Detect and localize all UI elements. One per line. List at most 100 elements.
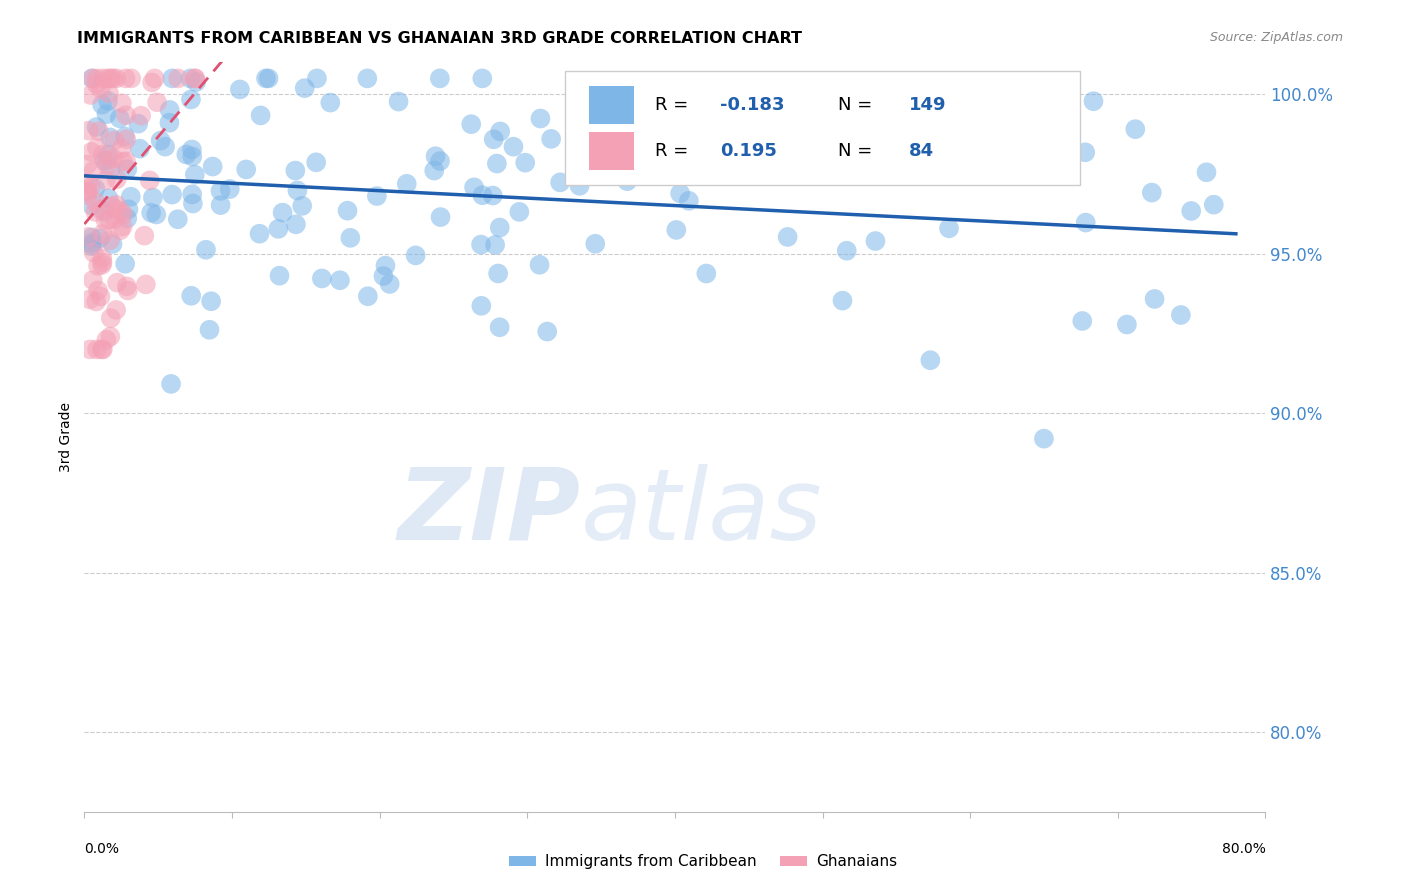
- Point: [488, 320, 510, 334]
- Point: [97, 148, 120, 162]
- Point: [194, 243, 217, 257]
- Point: [117, 284, 139, 298]
- Bar: [589, 132, 634, 170]
- Point: [87, 284, 110, 298]
- Point: [76, 187, 98, 202]
- Point: [108, 112, 131, 126]
- Point: [423, 163, 446, 178]
- Point: [86, 77, 108, 91]
- FancyBboxPatch shape: [565, 71, 1080, 185]
- Point: [706, 158, 728, 172]
- Point: [305, 155, 328, 169]
- Point: [184, 71, 207, 86]
- Point: [471, 188, 494, 202]
- Point: [110, 223, 132, 237]
- Point: [114, 129, 136, 144]
- Point: [91, 343, 114, 357]
- Point: [429, 71, 451, 86]
- Point: [89, 289, 111, 303]
- Point: [115, 108, 138, 122]
- Point: [110, 204, 132, 219]
- Point: [463, 180, 485, 194]
- Point: [105, 276, 128, 290]
- Point: [76, 157, 98, 171]
- Point: [159, 103, 181, 117]
- Point: [115, 132, 138, 146]
- Point: [98, 233, 121, 247]
- Point: [848, 130, 870, 145]
- Point: [640, 160, 662, 174]
- Point: [87, 124, 110, 138]
- Point: [727, 165, 749, 179]
- Point: [690, 159, 713, 173]
- Point: [89, 202, 111, 217]
- Point: [90, 258, 112, 272]
- Point: [97, 71, 120, 86]
- Point: [460, 117, 482, 131]
- Point: [96, 107, 118, 121]
- Text: 149: 149: [908, 95, 946, 114]
- Point: [831, 293, 853, 308]
- Point: [502, 139, 524, 153]
- Point: [181, 149, 204, 163]
- Point: [114, 71, 136, 86]
- Point: [387, 95, 409, 109]
- Point: [249, 108, 271, 122]
- Point: [100, 71, 122, 86]
- Point: [145, 207, 167, 221]
- Point: [87, 259, 110, 273]
- Point: [80, 230, 103, 244]
- Point: [167, 71, 190, 86]
- Point: [101, 71, 124, 86]
- Point: [160, 376, 183, 391]
- Point: [484, 238, 506, 252]
- Point: [120, 71, 142, 86]
- Point: [91, 255, 114, 269]
- Point: [128, 142, 150, 156]
- Point: [86, 343, 108, 357]
- Point: [181, 143, 204, 157]
- Point: [548, 175, 571, 189]
- Point: [179, 71, 201, 86]
- Point: [1074, 216, 1097, 230]
- Point: [101, 236, 124, 251]
- Point: [366, 189, 388, 203]
- Point: [481, 188, 503, 202]
- Point: [94, 173, 117, 187]
- Point: [200, 294, 222, 309]
- Point: [835, 244, 858, 258]
- Point: [287, 184, 309, 198]
- Point: [91, 227, 114, 241]
- Point: [1195, 165, 1218, 179]
- Point: [257, 71, 280, 86]
- Point: [142, 191, 165, 205]
- Point: [540, 132, 562, 146]
- Point: [1143, 292, 1166, 306]
- Point: [100, 162, 122, 177]
- Point: [339, 231, 361, 245]
- Point: [209, 184, 232, 198]
- Point: [181, 187, 204, 202]
- Point: [98, 212, 121, 227]
- Point: [425, 149, 447, 163]
- Point: [76, 183, 98, 197]
- Point: [405, 248, 427, 262]
- Point: [84, 205, 107, 219]
- Point: [97, 191, 120, 205]
- Point: [482, 132, 505, 146]
- Point: [373, 268, 395, 283]
- Point: [678, 194, 700, 208]
- Point: [665, 223, 688, 237]
- Point: [146, 95, 169, 110]
- Point: [117, 162, 139, 177]
- Y-axis label: 3rd Grade: 3rd Grade: [59, 402, 73, 472]
- Point: [184, 75, 207, 89]
- Point: [294, 81, 316, 95]
- Point: [77, 230, 100, 244]
- Text: -0.183: -0.183: [720, 95, 785, 114]
- Point: [508, 205, 530, 219]
- Bar: [589, 86, 634, 124]
- Point: [86, 120, 108, 134]
- Point: [91, 97, 114, 112]
- Point: [254, 71, 277, 86]
